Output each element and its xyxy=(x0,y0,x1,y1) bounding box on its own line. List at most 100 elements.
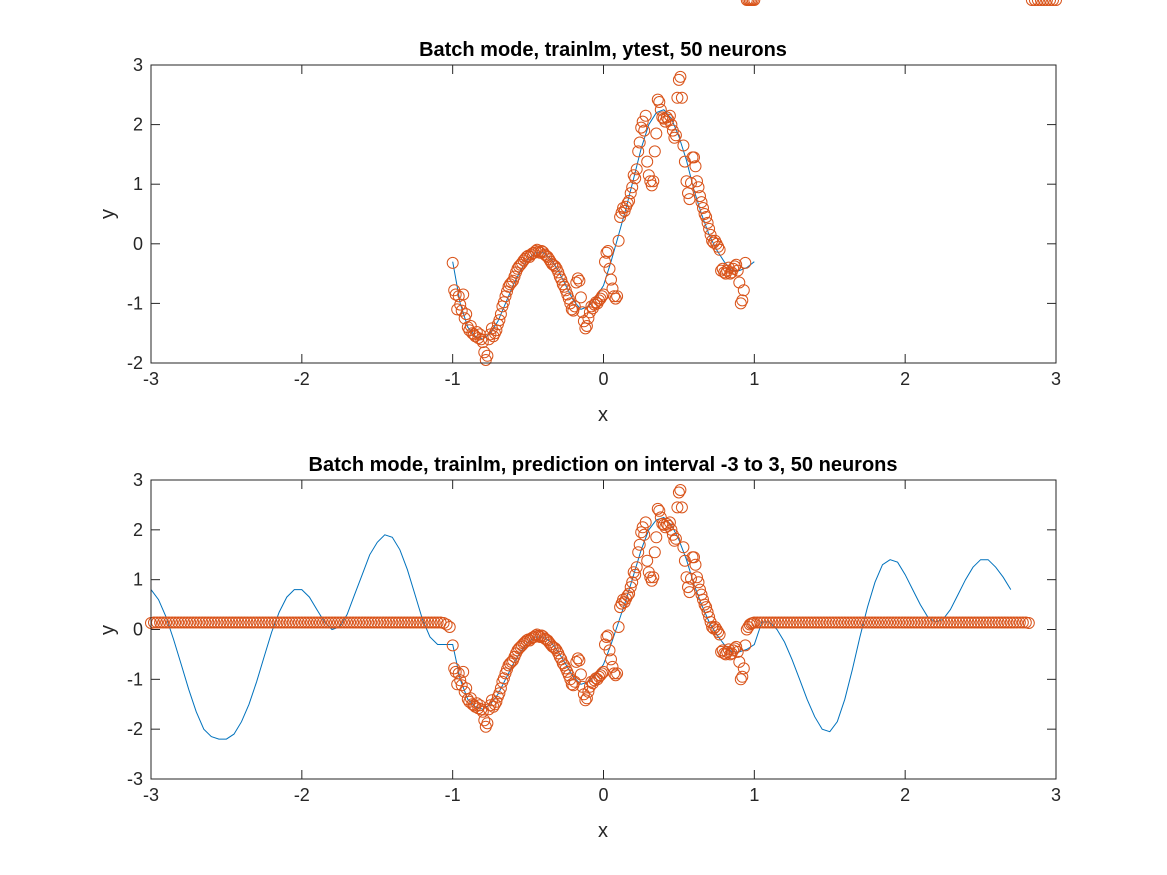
y-tick-label: 2 xyxy=(133,520,143,540)
scatter-point xyxy=(220,616,233,629)
scatter-point xyxy=(271,616,284,629)
scatter-point xyxy=(1010,616,1023,629)
scatter-point xyxy=(623,194,636,207)
scatter-point xyxy=(583,680,596,693)
y-tick-label: 3 xyxy=(133,470,143,490)
scatter-point xyxy=(516,256,528,269)
scatter-point xyxy=(736,670,749,683)
scatter-point xyxy=(656,111,669,124)
scatter-point xyxy=(832,616,845,629)
scatter-point xyxy=(446,256,459,269)
scatter-point xyxy=(350,616,363,629)
scatter-point xyxy=(856,616,869,629)
scatter-point xyxy=(371,616,384,629)
scatter-point xyxy=(443,621,456,633)
scatter-point xyxy=(691,175,703,188)
scatter-point xyxy=(835,616,848,629)
scatter-point xyxy=(731,264,744,277)
scatter-point xyxy=(544,255,557,268)
scatter-point xyxy=(259,616,272,629)
x-tick-label: -2 xyxy=(294,369,310,389)
scatter-point xyxy=(728,260,741,273)
scatter-point xyxy=(481,717,494,730)
scatter-point xyxy=(941,616,954,629)
scatter-point xyxy=(600,631,613,643)
scatter-point xyxy=(407,616,420,629)
scatter-point xyxy=(488,698,501,711)
scatter-point xyxy=(914,616,927,629)
scatter-point xyxy=(654,511,667,524)
scatter-point xyxy=(307,616,320,629)
scatter-point xyxy=(178,616,191,629)
scatter-point xyxy=(1016,616,1029,629)
scatter-point xyxy=(356,616,369,629)
scatter-point xyxy=(685,177,697,189)
scatter-point xyxy=(671,501,684,514)
scatter-point xyxy=(602,629,614,642)
scatter-point xyxy=(950,616,963,629)
scatter-point xyxy=(781,616,794,629)
scatter-point xyxy=(730,640,743,653)
scatter-point xyxy=(638,124,651,137)
scatter-point xyxy=(983,616,996,629)
scatter-point xyxy=(700,211,713,223)
scatter-point xyxy=(184,616,197,629)
scatter-point xyxy=(653,504,666,517)
scatter-point xyxy=(878,616,891,629)
scatter-point xyxy=(674,484,687,496)
scatter-point xyxy=(571,272,584,285)
scatter-point xyxy=(736,294,749,307)
scatter-point xyxy=(596,290,608,303)
scatter-point xyxy=(476,705,489,718)
chart-title: Batch mode, trainlm, ytest, 50 neurons xyxy=(419,39,787,61)
scatter-point xyxy=(478,346,491,359)
scatter-point xyxy=(923,616,936,629)
scatter-point xyxy=(573,274,586,287)
scatter-point xyxy=(549,260,562,273)
scatter-point xyxy=(154,616,167,629)
scatter-point xyxy=(608,290,621,303)
scatter-point xyxy=(630,163,643,176)
scatter-point xyxy=(600,246,613,259)
scatter-point xyxy=(866,616,878,629)
scatter-point xyxy=(844,616,857,629)
scatter-point xyxy=(775,616,788,629)
scatter-point xyxy=(605,653,617,666)
scatter-point xyxy=(638,528,651,541)
scatter-point xyxy=(608,667,621,680)
scatter-point xyxy=(675,91,688,104)
scatter-point xyxy=(488,327,501,340)
scatter-point xyxy=(692,576,705,589)
scatter-point xyxy=(847,616,860,629)
series-line xyxy=(150,516,1012,740)
scatter-point xyxy=(986,616,999,629)
scatter-point xyxy=(401,616,414,629)
scatter-point xyxy=(466,327,479,340)
scatter-point xyxy=(558,659,571,672)
scatter-point xyxy=(556,278,569,291)
scatter-point xyxy=(974,616,987,629)
scatter-point xyxy=(457,288,470,301)
scatter-point xyxy=(580,692,593,705)
scatter-point xyxy=(582,312,595,325)
scatter-point xyxy=(166,616,179,629)
scatter-point xyxy=(648,546,661,559)
scatter-point xyxy=(449,288,462,301)
scatter-point xyxy=(853,616,866,629)
scatter-point xyxy=(519,636,532,648)
scatter-point xyxy=(884,616,897,629)
scatter-point xyxy=(410,616,423,629)
scatter-point xyxy=(238,616,251,629)
scatter-point xyxy=(286,616,299,629)
x-tick-label: 3 xyxy=(1051,785,1061,805)
scatter-point xyxy=(422,616,435,629)
scatter-point xyxy=(636,115,649,128)
scatter-point xyxy=(784,616,797,629)
scatter-point xyxy=(148,616,160,629)
scatter-point xyxy=(697,202,709,214)
scatter-point xyxy=(672,486,685,499)
scatter-point xyxy=(274,616,287,629)
scatter-point xyxy=(998,616,1011,629)
scatter-point xyxy=(304,616,317,629)
scatter-point xyxy=(460,308,473,321)
